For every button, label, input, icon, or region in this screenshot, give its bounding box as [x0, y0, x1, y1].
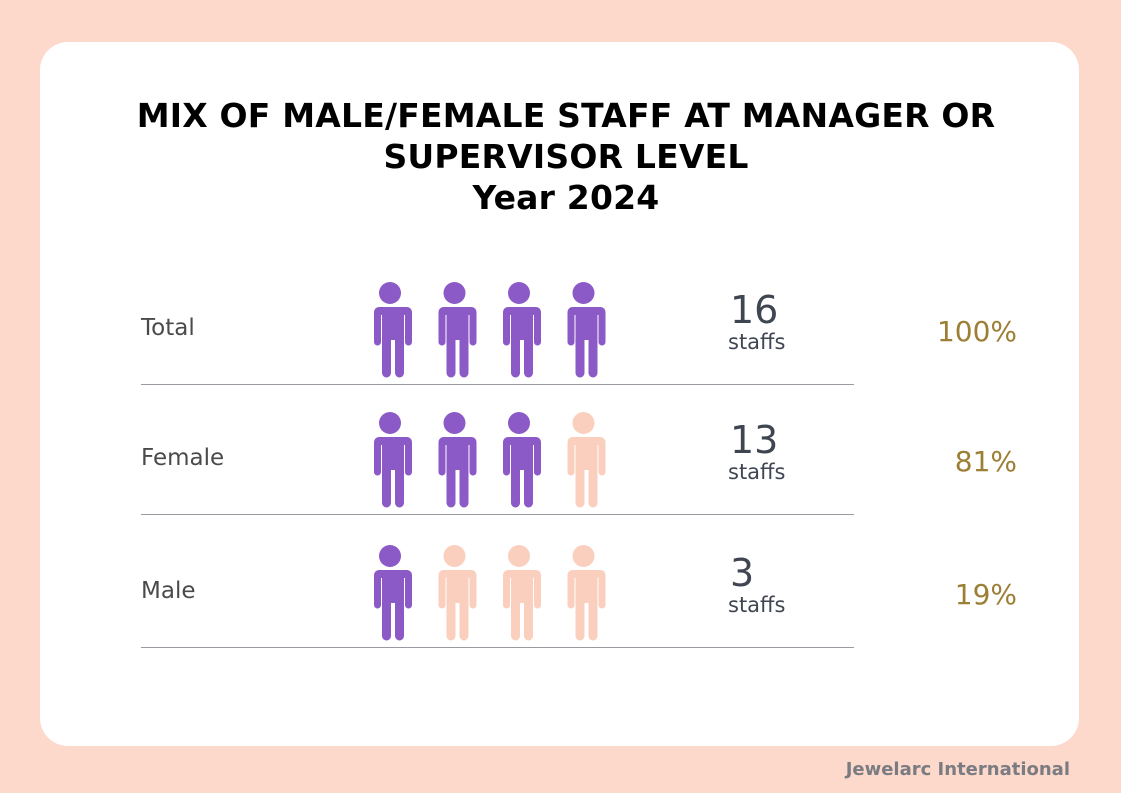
count-value: 13 [730, 418, 779, 462]
person-icon [566, 412, 606, 508]
person-icon [502, 545, 541, 641]
row-label: Total [141, 315, 195, 341]
count-unit: staffs [728, 460, 786, 484]
person-icon [437, 282, 477, 378]
person-icon [502, 282, 541, 378]
person-icon [373, 412, 412, 508]
row-total: Total 16 staffs 100% [141, 254, 1017, 385]
title-line-2: SUPERVISOR LEVEL [383, 137, 749, 176]
staff-count: 16 staffs [728, 288, 786, 354]
row-divider [141, 647, 854, 648]
percent-value: 19% [954, 578, 1017, 611]
chart-title: MIX OF MALE/FEMALE STAFF AT MANAGER OR S… [40, 95, 1092, 218]
count-value: 3 [730, 551, 755, 595]
row-label: Female [141, 445, 225, 471]
percent-value: 81% [954, 445, 1017, 478]
count-value: 16 [730, 288, 779, 332]
person-icon [373, 282, 412, 378]
icon-group [373, 412, 606, 508]
staff-count: 3 staffs [728, 551, 786, 617]
row-divider [141, 514, 854, 515]
row-male: Male 3 staffs 19% [141, 517, 1017, 648]
infographic-card: MIX OF MALE/FEMALE STAFF AT MANAGER OR S… [40, 42, 1079, 746]
person-icon [566, 545, 606, 641]
person-icon [373, 545, 412, 641]
count-unit: staffs [728, 330, 786, 354]
row-female: Female 13 staffs 81% [141, 384, 1017, 515]
staff-count: 13 staffs [728, 418, 786, 484]
icon-group [373, 545, 606, 641]
row-label: Male [141, 578, 196, 604]
title-line-1: MIX OF MALE/FEMALE STAFF AT MANAGER OR [136, 96, 996, 135]
row-divider [141, 384, 854, 385]
person-icon [437, 412, 477, 508]
footer-brand: Jewelarc International [845, 759, 1070, 780]
count-unit: staffs [728, 593, 786, 617]
person-icon [437, 545, 477, 641]
icon-group [373, 282, 606, 378]
person-icon [566, 282, 606, 378]
percent-value: 100% [936, 315, 1017, 348]
person-icon [502, 412, 541, 508]
title-line-year: Year 2024 [472, 178, 660, 217]
